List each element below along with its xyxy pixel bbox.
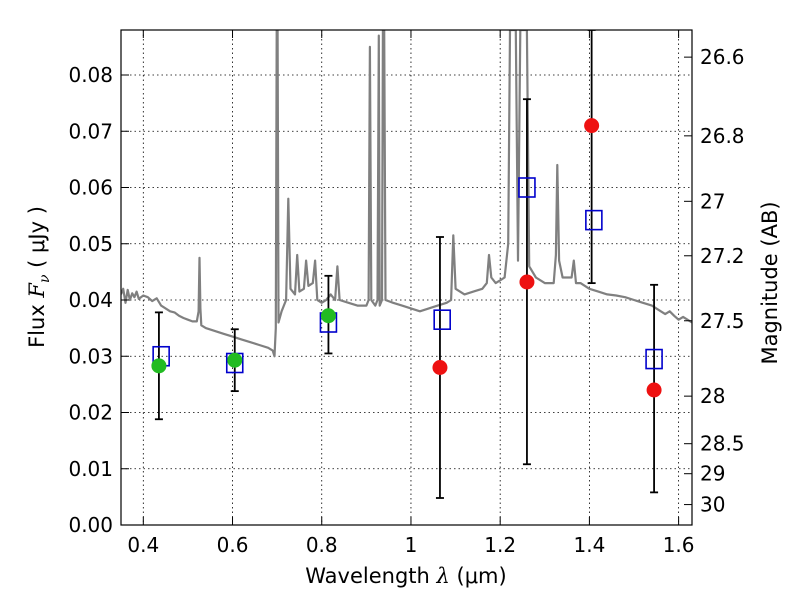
upper-limit-marker	[646, 382, 662, 398]
y-tick-label: 0.02	[68, 401, 113, 425]
right-tick-label: 29	[700, 462, 725, 486]
x-tick-label: 0.4	[127, 533, 159, 557]
y-tick-label: 0.01	[68, 457, 113, 481]
y-tick-label: 0.06	[68, 176, 113, 200]
right-tick-label: 28.5	[700, 432, 745, 456]
y-axis-label-suffix: ( μJy )	[25, 206, 49, 274]
y-tick-label: 0.00	[68, 513, 113, 537]
y-tick-label: 0.04	[68, 288, 113, 312]
x-tick-label: 1	[405, 533, 418, 557]
y-tick-label: 0.05	[68, 232, 113, 256]
detection-marker	[227, 352, 243, 368]
detection-marker	[151, 358, 167, 374]
y-axis-label: Flux Fν ( μJy )	[25, 206, 53, 348]
model-square-marker	[518, 177, 536, 198]
x-tick-label: 1.2	[484, 533, 516, 557]
x-tick-label: 0.6	[217, 533, 249, 557]
model-square-marker	[433, 309, 451, 330]
plot-frame	[120, 29, 693, 526]
model-square-marker	[645, 348, 663, 370]
data-markers	[151, 118, 663, 398]
y-tick-label: 0.07	[68, 119, 113, 143]
right-tick-label: 27	[700, 189, 725, 213]
upper-limit-marker	[432, 360, 448, 375]
upper-limit-marker	[519, 274, 535, 290]
grid	[121, 30, 692, 526]
axis-ticks: 0.4 0.6 0.8 1 1.2 1.4 1.6 0.00 0.01 0.02 0.03 0.04 0…	[68, 30, 745, 557]
upper-limit-marker	[584, 118, 600, 134]
right-tick-label: 26.6	[700, 45, 745, 69]
x-axis-label-prefix: Wavelength	[305, 564, 436, 588]
y-axis-label-symbol: F	[25, 282, 49, 299]
right-tick-label: 26.8	[700, 124, 745, 148]
x-tick-label: 1.4	[573, 533, 605, 557]
y-axis-label-prefix: Flux	[25, 298, 49, 348]
right-tick-label: 27.5	[700, 309, 745, 333]
right-tick-label: 27.2	[700, 244, 745, 268]
detection-marker	[320, 308, 336, 324]
spectrum-line	[121, 30, 692, 358]
right-axis-label: Magnitude (AB)	[758, 201, 782, 364]
y-tick-label: 0.03	[68, 344, 113, 368]
right-tick-label: 30	[700, 493, 725, 517]
y-tick-label: 0.08	[68, 63, 113, 87]
x-axis-label-suffix: (μm)	[450, 564, 507, 588]
x-tick-label: 1.6	[663, 533, 695, 557]
model-square-marker	[585, 209, 603, 231]
right-tick-label: 28	[700, 384, 725, 408]
x-tick-label: 0.8	[306, 533, 338, 557]
template-spectrum	[121, 30, 692, 358]
y-axis-label-subscript: ν	[37, 274, 53, 283]
x-axis-label-symbol: λ	[436, 564, 450, 588]
x-axis-label: Wavelength λ (μm)	[305, 564, 506, 588]
